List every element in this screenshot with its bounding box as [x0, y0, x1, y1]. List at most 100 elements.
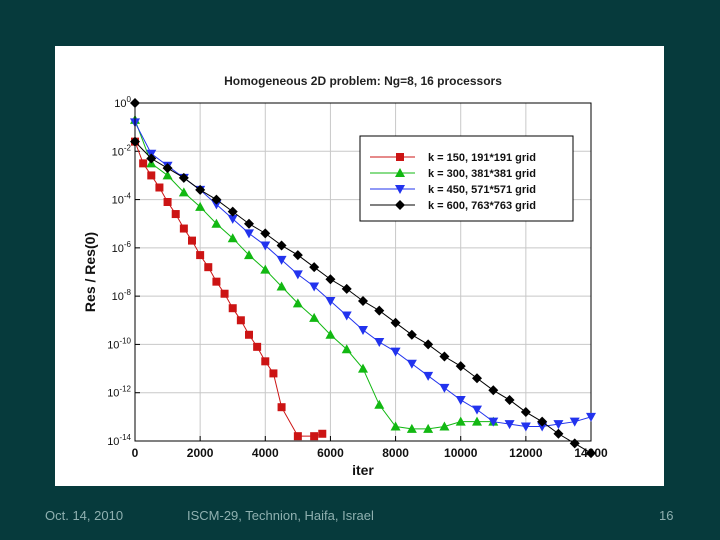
legend-entry: k = 300, 381*381 grid — [370, 168, 536, 180]
data-point — [162, 170, 173, 180]
data-point — [292, 298, 303, 308]
data-point — [227, 214, 238, 224]
data-point — [292, 250, 303, 261]
data-point — [439, 383, 450, 393]
data-point — [325, 274, 336, 285]
data-point — [276, 240, 287, 251]
plot-border — [134, 102, 592, 442]
legend-marker — [396, 153, 404, 161]
data-point — [341, 311, 352, 321]
x-tick-label: 6000 — [317, 446, 344, 460]
data-point — [277, 403, 286, 412]
data-point — [146, 153, 157, 164]
data-point — [406, 359, 417, 369]
x-tick-label: 10000 — [444, 446, 478, 460]
data-point — [504, 394, 515, 405]
data-point — [204, 263, 213, 272]
data-point — [178, 187, 189, 197]
y-tick-label: 10-6 — [112, 240, 132, 255]
footer-conference: ISCM-29, Technion, Haifa, Israel — [187, 508, 374, 523]
y-tick-label: 10-8 — [112, 288, 132, 303]
data-point — [318, 429, 327, 438]
y-tick-label: 10-12 — [107, 385, 131, 400]
y-tick-label: 10-2 — [112, 143, 132, 158]
data-point — [261, 357, 270, 366]
legend-label: k = 450, 571*571 grid — [428, 184, 536, 196]
data-point — [162, 163, 173, 174]
data-point — [406, 423, 417, 433]
footer-date: Oct. 14, 2010 — [45, 508, 124, 523]
data-point — [423, 423, 434, 433]
legend-label: k = 300, 381*381 grid — [428, 168, 536, 180]
data-point — [439, 351, 450, 362]
data-point — [423, 371, 434, 381]
chart-title: Homogeneous 2D problem: Ng=8, 16 process… — [224, 74, 502, 88]
data-point — [488, 385, 499, 396]
data-point — [472, 405, 482, 415]
data-point — [439, 421, 450, 431]
data-point — [292, 270, 303, 280]
data-point — [569, 438, 580, 449]
x-tick-label: 8000 — [382, 446, 409, 460]
data-point — [309, 262, 320, 273]
data-point — [227, 206, 238, 217]
legend-entry: k = 600, 763*763 grid — [370, 200, 536, 212]
data-point — [455, 361, 466, 372]
data-point — [220, 289, 229, 298]
data-point — [260, 241, 271, 251]
data-point — [228, 304, 237, 313]
data-point — [341, 344, 352, 354]
y-tick-label: 10-14 — [107, 433, 131, 448]
data-point — [455, 395, 466, 405]
data-point — [244, 229, 254, 239]
data-point — [520, 407, 531, 418]
data-point — [390, 317, 401, 328]
legend-marker — [395, 168, 405, 177]
series-3 — [130, 118, 596, 432]
legend-box — [359, 135, 574, 222]
data-point — [196, 251, 205, 260]
data-point — [260, 264, 271, 274]
y-tick-label: 10-4 — [112, 192, 132, 207]
data-point — [406, 329, 417, 340]
x-axis-label: iter — [352, 462, 374, 478]
data-point — [147, 171, 156, 180]
data-point — [227, 233, 238, 243]
x-tick-label: 2000 — [187, 446, 214, 460]
data-point — [195, 201, 206, 211]
data-point — [179, 224, 188, 233]
data-point — [276, 255, 287, 265]
data-point — [374, 305, 385, 316]
data-point — [325, 329, 336, 339]
data-point — [212, 277, 221, 286]
legend: k = 150, 191*191 grid k = 300, 381*381 gr… — [359, 135, 574, 222]
data-point — [537, 416, 548, 427]
data-point — [163, 197, 172, 206]
data-point — [472, 416, 482, 426]
data-point — [358, 325, 368, 335]
data-point — [155, 183, 164, 192]
legend-entry: k = 150, 191*191 grid — [370, 152, 536, 164]
data-point — [358, 363, 368, 373]
data-point — [553, 428, 564, 439]
data-point — [390, 347, 401, 357]
data-point — [178, 172, 189, 183]
data-point — [488, 417, 499, 427]
series-line — [134, 141, 323, 437]
data-point — [260, 228, 271, 239]
data-point — [374, 338, 385, 348]
x-tick-label: 12000 — [509, 446, 543, 460]
data-point — [586, 412, 596, 422]
data-point — [569, 417, 580, 427]
data-point — [586, 448, 596, 459]
data-point — [293, 432, 302, 441]
legend-label: k = 150, 191*191 grid — [428, 152, 536, 164]
data-point — [504, 420, 515, 430]
data-point — [195, 184, 206, 195]
data-point — [211, 194, 222, 205]
data-point — [245, 330, 253, 339]
data-point — [211, 200, 222, 210]
y-tick-label: 100 — [114, 95, 131, 110]
data-point — [171, 210, 180, 219]
legend-label: k = 600, 763*763 grid — [428, 200, 536, 212]
